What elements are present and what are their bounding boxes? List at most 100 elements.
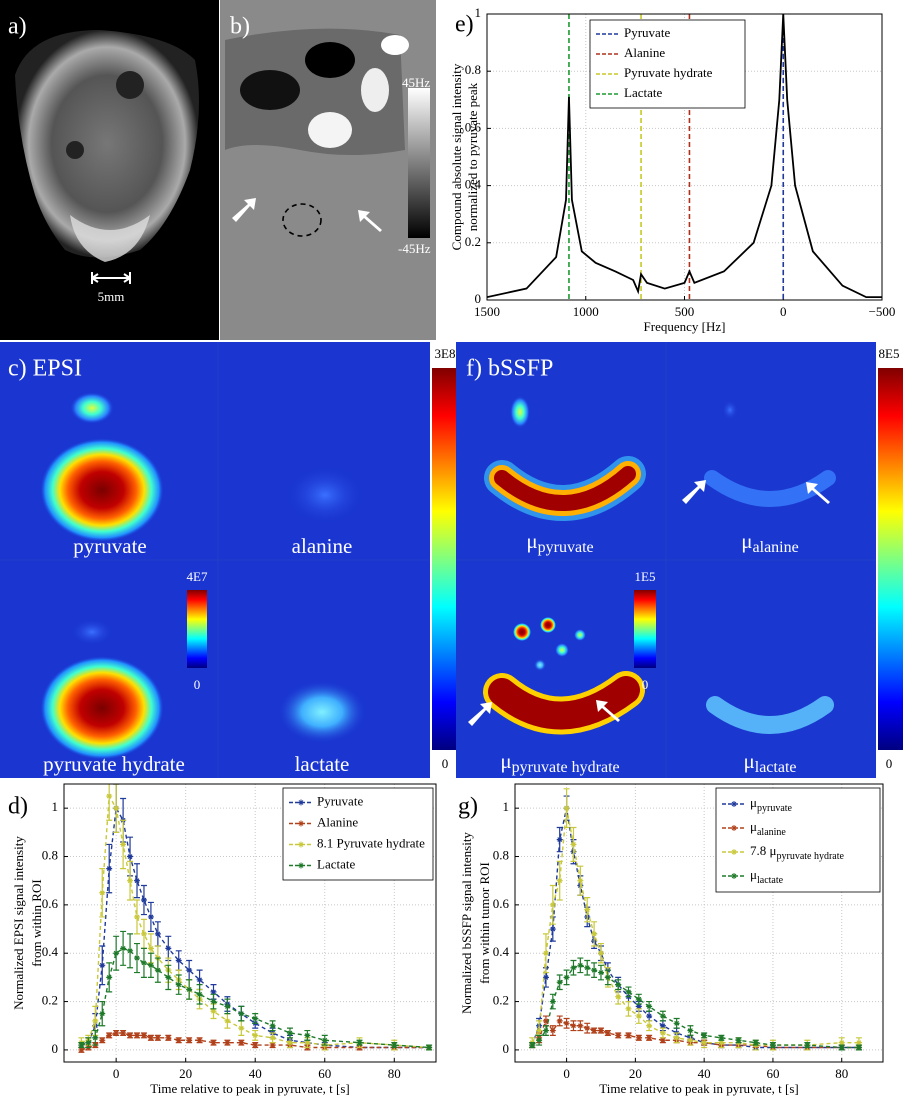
error-bar [563,969,570,986]
error-bar [252,1013,259,1024]
error-bar [855,1044,862,1051]
colorbar [408,88,430,238]
signal [534,659,546,671]
error-bar [134,1032,141,1039]
x-axis-label: Time relative to peak in pyruvate, t [s] [150,1081,350,1096]
inset-min: 0 [194,677,201,692]
panel-label: e) [455,12,474,38]
error-bar [238,1005,245,1022]
error-bar [99,868,106,918]
image-label-sub: pyruvate [538,539,594,556]
error-bar [549,1025,556,1037]
image-label-sub: lactate [755,759,797,776]
error-bar [673,1032,680,1044]
x-tick-label: 80 [388,1066,401,1081]
inset-max: 4E7 [187,569,208,584]
error-bar [556,974,563,991]
signal [277,680,367,744]
error-bar [196,984,203,1005]
legend-marker [298,820,304,827]
error-bar [556,1015,563,1027]
error-bar [78,1042,85,1049]
error-bar [570,1020,577,1032]
field-map [225,28,405,156]
error-bar [120,930,127,966]
legend-label: μlactate [750,867,784,886]
legend-label: Alanine [317,814,358,829]
panel-label: f) bSSFP [466,356,553,382]
axes-frame [486,13,883,301]
signal [70,392,114,424]
error-bar [570,959,577,976]
legend-label-main: μ [750,819,757,834]
field-map [308,112,352,148]
colorbar-min: 0 [886,756,893,771]
arrow [358,210,382,232]
x-axis-label: Time relative to peak in pyruvate, t [s] [599,1081,799,1096]
error-bar [529,1042,536,1049]
error-bar [615,1032,622,1039]
error-bar [269,1032,276,1044]
error-bar [604,969,611,986]
y-tick-label: 0.8 [42,848,58,863]
error-bar [735,1037,742,1044]
legend-marker [731,801,737,807]
error-bar [154,957,161,983]
panel-label: c) EPSI [8,356,82,382]
legend-label: μalanine [750,819,786,838]
x-tick-label: 40 [698,1066,711,1081]
error-bar [604,1029,611,1037]
signal [70,618,114,646]
inset-max: 1E5 [635,569,656,584]
signal [574,629,586,641]
error-bar [106,1032,113,1039]
mri-detail [116,71,144,99]
signal [285,465,365,525]
error-bar [147,1034,154,1041]
error-bar [536,1034,543,1046]
field-map [240,70,300,110]
image-label-sub: pyruvate hydrate [512,759,620,776]
error-bar [577,957,584,974]
error-bar [673,1017,680,1029]
panel-label: a) [8,14,27,40]
error-bar [127,1032,134,1039]
legend-label-main: μ [750,795,757,810]
field-map [381,35,409,55]
y-tick-label: 0 [475,291,482,306]
colorbar-min: 0 [442,756,449,771]
error-bar [147,952,154,978]
error-bar [120,1029,127,1037]
error-bar [165,964,172,991]
signal [488,676,640,730]
y-tick-label: 0.6 [42,896,59,911]
error-bar [549,884,556,925]
error-bar [224,998,231,1015]
error-bar [615,979,622,991]
error-bar [625,1032,632,1039]
error-bar [175,974,182,995]
legend-label-sub: alanine [757,827,786,838]
image-label-main: μ [500,749,511,773]
legend-marker [298,862,304,869]
y-tick-label: 1 [503,799,510,814]
error-bar [147,901,154,933]
image-label: μpyruvate hydrate [500,749,619,776]
error-bar [252,1029,259,1041]
field-map [305,42,355,78]
error-bar [113,784,120,833]
mri-tumor [70,215,150,262]
legend-marker [298,841,304,848]
error-bar [196,1037,203,1044]
legend-label-main: Alanine [317,814,358,829]
data-line [487,14,882,299]
error-bar [134,899,141,935]
error-bar [584,959,591,976]
error-bar [556,860,563,901]
panel-label: b) [230,14,250,40]
y-tick-label: 0.4 [493,944,510,959]
error-bar [238,1039,245,1046]
data-line [531,1019,859,1049]
scale-bar [91,272,131,284]
